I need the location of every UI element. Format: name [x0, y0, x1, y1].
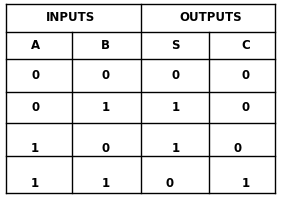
Text: 0: 0 — [101, 142, 109, 155]
Text: 0: 0 — [172, 69, 180, 82]
Text: 0: 0 — [31, 101, 39, 114]
Text: 1: 1 — [101, 101, 109, 114]
Text: 1: 1 — [31, 142, 39, 155]
Text: 1: 1 — [31, 177, 39, 190]
Text: 0: 0 — [101, 69, 109, 82]
Text: INPUTS: INPUTS — [46, 11, 95, 24]
Text: 1: 1 — [172, 142, 180, 155]
Text: 0: 0 — [31, 69, 39, 82]
Text: OUTPUTS: OUTPUTS — [180, 11, 242, 24]
Text: 0: 0 — [234, 142, 241, 155]
Text: C: C — [241, 39, 250, 52]
Text: B: B — [101, 39, 110, 52]
Text: 1: 1 — [242, 177, 250, 190]
Text: 1: 1 — [172, 101, 180, 114]
Text: 0: 0 — [166, 177, 174, 190]
Text: 0: 0 — [242, 101, 250, 114]
Text: S: S — [171, 39, 180, 52]
Text: 0: 0 — [242, 69, 250, 82]
Text: A: A — [31, 39, 40, 52]
Text: 1: 1 — [101, 177, 109, 190]
